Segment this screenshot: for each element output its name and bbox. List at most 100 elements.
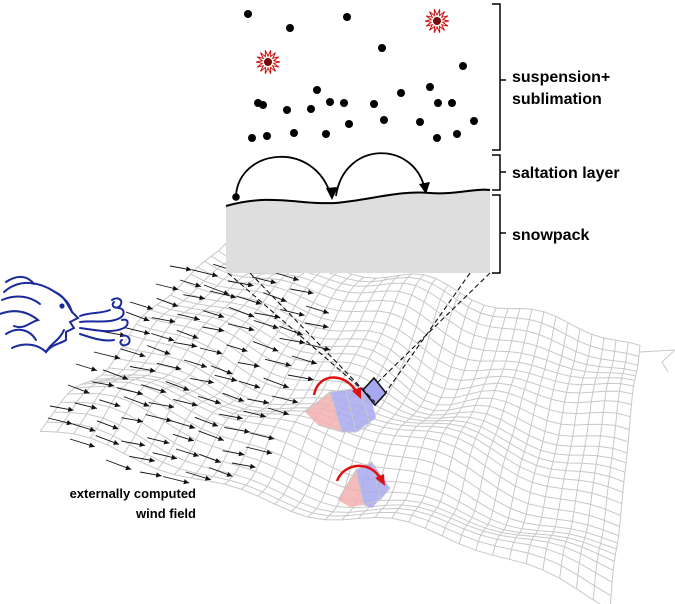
wind-vector [194,416,219,427]
terrain-gridline-v [81,381,617,550]
wind-vector [222,392,245,402]
wind-vector [69,438,95,448]
suspended-particle [307,105,315,113]
terrain-gridline-u [508,322,569,560]
wind-vector [156,362,182,371]
wind-vector [146,437,170,445]
label-sublimation: sublimation [512,91,602,108]
wind-vector [93,351,121,360]
wind-vector [289,288,314,295]
terrain-gridline-v [94,376,619,537]
suspended-particle [340,99,348,107]
wind-vector [74,402,98,410]
saltation-hop-2 [335,152,426,197]
wind-vector [219,413,243,421]
wind-vector [263,292,287,302]
wind-vector [173,398,198,407]
wind-vector [202,310,225,319]
wind-vector [199,453,222,463]
saltation-trajectories [235,152,426,197]
wind-vector [199,347,223,355]
terrain-gridline-u [492,316,557,556]
suspended-particle [343,13,351,21]
ridge-upper [304,376,388,433]
suspended-particle [248,134,256,142]
wind-vector [162,476,190,485]
terrain-gridline-u [408,307,497,523]
wind-vector [121,417,144,424]
terrain-gridline-v [87,378,618,544]
label-wind-field-line2: wind field [135,506,196,521]
saltating-particle [232,193,240,201]
suspended-particle [426,83,434,91]
wind-vector [129,455,155,463]
starburst-icon [255,50,281,74]
wind-vector [236,295,262,305]
label-suspension: suspension+ [512,69,610,86]
wind-vector [209,290,237,299]
wind-vector [120,348,146,358]
wind-vector [247,398,270,405]
suspended-particle [286,24,294,32]
terrain-gridline-v [149,309,628,454]
terrain-gridline-v [204,260,636,377]
projection-lines [227,272,491,403]
wind-vector [96,420,119,430]
wind-vector [227,323,255,332]
label-snowpack: snowpack [512,227,589,244]
wind-vector [267,407,290,416]
terrain-gridline-v [108,367,621,516]
wind-vector [263,377,289,389]
wind-vector [210,365,233,375]
wind-vector [226,344,248,353]
terrain-gridline-v [46,421,612,597]
wind-vector [237,362,260,368]
snowpack-block [226,189,490,273]
wind-vector [141,384,167,394]
wind-vector [105,459,132,471]
wind-vector [129,301,154,310]
suspended-particle [283,106,291,114]
label-saltation-layer: saltation layer [512,165,620,182]
wind-vector [95,435,120,445]
terrain-gridline-v [53,411,613,583]
lee-slope-lower [356,462,390,508]
wind-vector [291,355,317,365]
wind-vector [102,369,129,380]
wind-vector [245,446,273,455]
sublimating-particles [255,9,450,74]
wind-vector [172,433,195,442]
suspended-particle [313,86,321,94]
wind-vector [249,432,275,441]
suspended-particle [397,89,405,97]
wind-vector [228,306,255,318]
terrain-gridline-v [156,304,629,443]
suspended-particle [263,132,271,140]
wind-blowing-face-icon [0,276,131,354]
wind-vector [165,381,190,391]
wind-vector [190,377,214,385]
suspended-particle [380,116,388,124]
wind-vector [148,402,175,409]
wind-vector [72,423,96,432]
terrain-gridline-u [542,334,593,570]
wind-vector [253,320,279,330]
wind-vector [185,471,211,481]
wind-vector [214,374,238,383]
wind-vector [304,322,329,329]
starburst-icon [424,9,450,33]
wind-vector [49,405,74,412]
wind-vector [156,297,179,307]
terrain-mesh [39,235,675,604]
terrain-gridline-u [441,308,521,537]
wind-vector [175,448,200,457]
terrain-gridline-v [60,401,614,571]
wind-vector [191,269,219,278]
suspended-particle [345,120,353,128]
wind-vector [176,329,199,339]
ejection-arrowhead-upper [352,387,361,399]
suspended-particle [416,118,424,126]
wind-vector [198,430,224,441]
wind-vector [151,333,175,342]
wind-vector [151,317,176,324]
